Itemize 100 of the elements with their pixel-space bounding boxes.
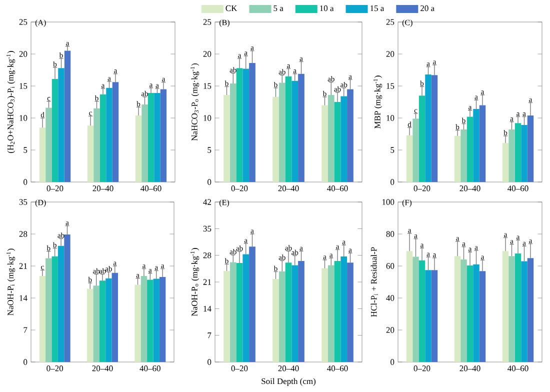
legend-label: 20 a — [420, 5, 434, 12]
bar — [154, 93, 160, 182]
bar — [224, 94, 230, 182]
bar — [527, 258, 534, 362]
x-tick-label: 20–40 — [460, 366, 480, 372]
x-tick-label: 40–60 — [140, 186, 162, 192]
bar — [112, 272, 118, 362]
bar — [454, 136, 461, 182]
bar — [466, 266, 474, 362]
y-axis-title: NaHCO$_{3}$-P$_{o}$ (mg·kg$^{-1}$) — [190, 63, 200, 141]
bar — [502, 142, 509, 182]
bar — [340, 96, 348, 182]
y-tick-label: 14 — [20, 295, 28, 301]
x-tick-label: 0–20 — [46, 366, 64, 372]
bar — [64, 234, 70, 362]
bar — [64, 50, 71, 182]
bar — [106, 278, 112, 362]
bar — [46, 258, 52, 362]
bar — [508, 256, 515, 362]
y-tick-label: 40 — [386, 295, 394, 301]
y-tick-label: 25 — [203, 19, 212, 25]
bar — [412, 256, 419, 362]
y-tick-label: 10 — [386, 115, 394, 121]
y-axis-title: MBP (mg·kg$^{-1}$) — [374, 76, 382, 128]
bar — [142, 104, 148, 182]
x-axis-title: Soil Depth (cm) — [262, 378, 316, 386]
legend-label: 15 a — [370, 5, 384, 12]
x-tick-label: 0–20 — [46, 186, 64, 192]
y-tick-label: 100 — [382, 199, 394, 205]
bar — [340, 256, 348, 362]
bar — [135, 115, 142, 182]
chart-title: (A) — [35, 20, 46, 27]
bar — [99, 280, 106, 362]
bar — [230, 262, 236, 362]
y-tick-label: 20 — [386, 51, 394, 57]
y-tick-label: 20 — [203, 51, 212, 57]
bar — [39, 276, 46, 362]
bar — [514, 254, 522, 362]
y-tick-label: 5 — [390, 147, 394, 153]
bar — [278, 271, 286, 362]
bar — [147, 280, 154, 362]
bar — [160, 89, 167, 182]
bar — [502, 251, 509, 362]
bar — [406, 251, 413, 362]
x-tick-label: 20–40 — [92, 366, 113, 372]
bar — [52, 78, 58, 182]
chart-title: (D) — [35, 200, 46, 207]
y-tick-label: 0 — [24, 359, 28, 365]
bar — [418, 96, 426, 182]
bar — [347, 89, 354, 182]
x-tick-label: 40–60 — [508, 366, 528, 372]
bar — [52, 256, 58, 362]
bar — [242, 68, 250, 182]
bar — [425, 270, 432, 362]
text: (H$_{2}$O+NaHCO$_{3}$)-P$_{i}$ (mg·kg$^{-1}$) — [6, 51, 16, 153]
x-tick-label: 40–60 — [327, 366, 348, 372]
y-tick-label: 20 — [19, 51, 28, 57]
x-tick-label: 20–40 — [92, 186, 114, 192]
bar — [272, 96, 279, 182]
x-tick-label: 20–40 — [278, 186, 299, 192]
y-tick-label: 0 — [208, 359, 212, 365]
bar — [460, 130, 467, 182]
y-tick-label: 20 — [386, 327, 394, 333]
bar — [347, 262, 354, 362]
y-tick-label: 15 — [204, 83, 212, 89]
bar — [431, 270, 438, 362]
bar — [58, 68, 64, 182]
bar — [112, 82, 119, 182]
bar — [322, 268, 328, 362]
bar — [473, 264, 480, 362]
bar — [153, 278, 160, 362]
bar — [521, 125, 528, 182]
y-tick-label: 35 — [19, 199, 28, 205]
legend-label: CK — [226, 5, 238, 12]
bar — [460, 259, 467, 362]
y-tick-label: 25 — [19, 19, 28, 25]
bar — [134, 284, 141, 362]
chart-title: (C) — [402, 20, 412, 27]
x-tick-label: 0–20 — [414, 186, 430, 192]
bar — [298, 74, 304, 182]
bar — [278, 82, 286, 182]
bar — [100, 94, 106, 182]
y-tick-label: 42 — [203, 199, 211, 205]
y-tick-label: 80 — [386, 231, 394, 237]
bar — [140, 276, 148, 362]
x-tick-label: 20–40 — [278, 366, 299, 372]
legend-label: 10 a — [320, 5, 334, 12]
bar — [292, 80, 298, 182]
y-tick-label: 25 — [386, 19, 394, 25]
y-axis-title: NaOH-P$_{i}$ (mg·kg$^{-1}$) — [6, 248, 16, 316]
x-tick-label: 0–20 — [414, 366, 430, 372]
bar — [514, 123, 522, 182]
bar — [39, 128, 46, 182]
y-tick-label: 35 — [203, 226, 212, 232]
legend-label: 5 a — [274, 5, 284, 12]
y-tick-label: 15 — [20, 83, 28, 89]
x-tick-label: 40–60 — [327, 186, 348, 192]
bar — [272, 278, 279, 362]
bar — [292, 265, 298, 362]
y-tick-label: 5 — [208, 147, 212, 153]
